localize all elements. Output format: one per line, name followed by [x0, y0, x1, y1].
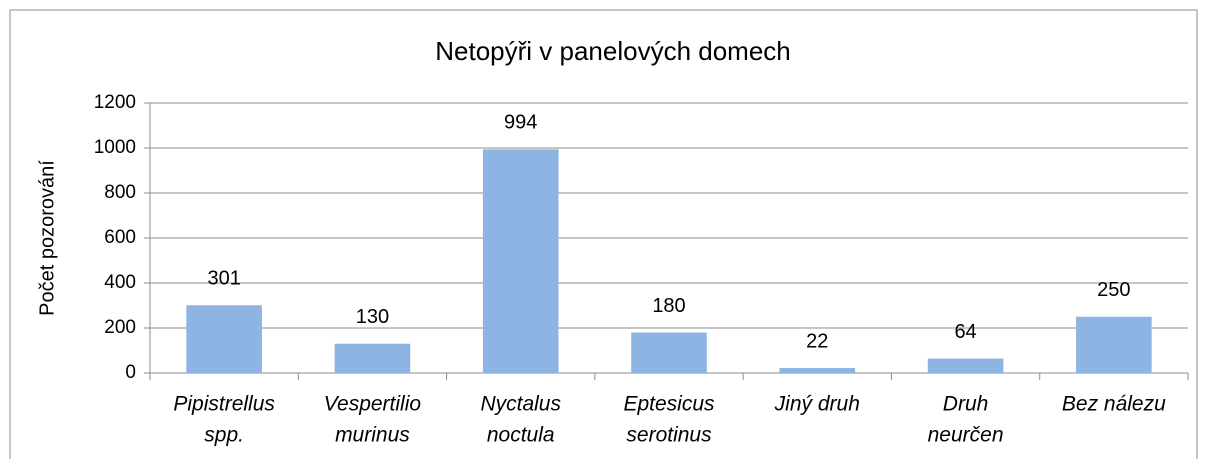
- x-tick-label: serotinus: [626, 424, 712, 447]
- x-tick-label: Eptesicus: [623, 393, 715, 416]
- x-tick-label: murinus: [335, 424, 410, 447]
- y-tick-label: 400: [104, 272, 136, 293]
- y-tick-label: 0: [125, 362, 136, 383]
- x-tick-label: Bez nálezu: [1062, 393, 1166, 416]
- bar: [779, 368, 856, 373]
- chart-title: Netopýři v panelových domech: [435, 36, 791, 66]
- y-tick-label: 1000: [94, 137, 136, 158]
- data-label: 250: [1097, 279, 1130, 301]
- bar: [927, 358, 1004, 373]
- bar: [482, 149, 559, 373]
- bar: [334, 343, 411, 373]
- x-tick-label: Nyctalus: [480, 393, 561, 416]
- x-tick-label: spp.: [204, 424, 244, 447]
- x-tick-label: Druh: [943, 393, 989, 416]
- x-tick-label: neurčen: [928, 424, 1004, 447]
- y-tick-label: 600: [104, 227, 136, 248]
- y-tick-label: 800: [104, 182, 136, 203]
- data-label: 180: [652, 295, 685, 317]
- data-label: 64: [954, 321, 976, 343]
- bar: [631, 332, 707, 373]
- bar: [186, 305, 262, 373]
- data-label: 22: [806, 330, 828, 352]
- y-tick-label: 1200: [94, 92, 136, 113]
- y-tick-label: 200: [104, 317, 136, 338]
- x-tick-label: noctula: [487, 424, 555, 447]
- data-label: 994: [504, 112, 537, 134]
- data-label: 130: [356, 306, 389, 328]
- x-tick-label: Pipistrellus: [173, 393, 275, 416]
- bar: [1076, 316, 1152, 373]
- chart-border: [9, 9, 1198, 459]
- y-axis-label: Počet pozorování: [36, 160, 58, 316]
- x-tick-label: Vespertilio: [324, 393, 422, 416]
- x-tick-label: Jiný druh: [774, 393, 860, 416]
- data-label: 301: [207, 268, 240, 290]
